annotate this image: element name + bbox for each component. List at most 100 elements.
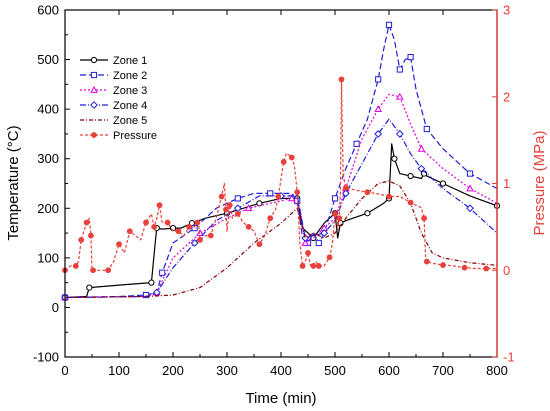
- data-point: [310, 263, 317, 269]
- data-point: [421, 215, 428, 222]
- data-point: [164, 219, 171, 226]
- data-point: [326, 254, 333, 261]
- y-tick-label: 100: [37, 250, 59, 265]
- data-point: [143, 219, 149, 226]
- data-point: [395, 92, 404, 100]
- data-point: [90, 267, 96, 274]
- data-point: [440, 262, 446, 268]
- data-point: [126, 228, 133, 235]
- legend-marker: [90, 85, 98, 93]
- series-line-pressure: [64, 78, 497, 271]
- data-point: [299, 263, 306, 269]
- data-point: [275, 193, 282, 200]
- x-axis-label: Time (min): [245, 390, 316, 407]
- x-tick-label: 400: [270, 363, 292, 378]
- x-tick-label: 800: [486, 363, 508, 378]
- data-point: [197, 236, 203, 243]
- y-tick-label: 300: [37, 151, 59, 166]
- data-point: [417, 144, 426, 152]
- data-point: [191, 225, 198, 232]
- y2-tick-label: 2: [503, 89, 510, 104]
- data-point: [288, 154, 295, 161]
- data-point: [391, 155, 398, 162]
- x-tick-label: 500: [324, 363, 346, 378]
- data-point: [267, 215, 274, 222]
- data-point: [423, 258, 430, 265]
- data-point: [86, 284, 93, 291]
- data-point: [88, 232, 94, 239]
- data-point: [186, 223, 193, 230]
- data-point: [407, 53, 414, 61]
- legend-marker: [90, 56, 98, 64]
- y2-tick-label: 3: [503, 3, 510, 18]
- data-point: [374, 130, 383, 138]
- data-point: [417, 164, 426, 173]
- legend-item-zone3: Zone 3: [80, 85, 147, 97]
- data-point: [375, 76, 382, 83]
- data-point: [305, 250, 311, 256]
- data-point: [336, 215, 343, 222]
- data-point: [148, 279, 155, 286]
- data-point: [407, 199, 414, 206]
- data-point: [315, 239, 322, 247]
- data-point: [234, 210, 241, 217]
- data-point: [364, 210, 371, 217]
- x-tick-label: 200: [162, 363, 184, 378]
- data-point: [142, 291, 150, 299]
- data-point: [280, 158, 287, 165]
- data-point: [223, 206, 229, 213]
- data-point: [256, 200, 263, 207]
- data-point: [207, 232, 214, 239]
- x-tick-label: 100: [108, 363, 130, 378]
- series-line-zone1: [64, 143, 498, 299]
- data-point: [301, 238, 310, 246]
- data-point: [385, 21, 393, 28]
- data-point: [342, 184, 349, 191]
- data-point: [287, 194, 296, 202]
- data-point: [395, 130, 404, 138]
- data-point: [116, 241, 122, 248]
- legend-item-zone4: Zone 4: [80, 100, 147, 112]
- y2-tick-label: -1: [503, 350, 515, 365]
- data-point: [169, 225, 177, 232]
- legend-item-pressure: Pressure: [80, 130, 157, 142]
- y2-tick-label: 1: [503, 176, 510, 191]
- data-point: [256, 241, 263, 248]
- x-tick-label: 700: [432, 363, 454, 378]
- y-tick-label: 600: [37, 3, 59, 18]
- data-point: [320, 229, 329, 237]
- data-point: [226, 202, 233, 209]
- series-pressure: [62, 76, 497, 274]
- data-point: [423, 125, 430, 133]
- data-point: [194, 219, 201, 226]
- legend-label: Zone 4: [113, 100, 147, 112]
- data-point: [83, 219, 90, 226]
- data-point: [159, 269, 166, 276]
- data-point: [386, 193, 392, 200]
- data-point: [466, 204, 474, 213]
- axis-layer: 0 100 200 300 400 500 600 700 800-10001002003004…: [33, 3, 515, 379]
- y2-tick-label: 0: [503, 263, 510, 278]
- series-line-zone3: [64, 93, 498, 299]
- legend-marker: [90, 101, 98, 109]
- series-zone4: [61, 118, 498, 302]
- legend-label: Zone 5: [113, 115, 147, 127]
- data-point: [234, 195, 241, 202]
- legend-marker: [91, 132, 97, 138]
- y-tick-label: 500: [37, 52, 59, 67]
- data-point: [315, 263, 322, 269]
- series-line-zone4: [64, 118, 498, 299]
- x-tick-label: 0: [61, 363, 68, 378]
- data-point: [407, 172, 414, 180]
- legend-item-zone5: Zone 5: [80, 115, 147, 127]
- data-point: [439, 180, 447, 187]
- data-point: [105, 267, 112, 274]
- x-tick-label: 600: [378, 363, 400, 378]
- legend-item-zone1: Zone 1: [80, 55, 147, 67]
- data-point: [175, 228, 182, 235]
- legend-marker: [90, 71, 98, 79]
- y-tick-label: 400: [37, 102, 59, 117]
- data-point: [331, 195, 339, 202]
- legend: Zone 1 Zone 2 Zone 3 Zone 4 Zone 5 Pressure: [80, 55, 157, 142]
